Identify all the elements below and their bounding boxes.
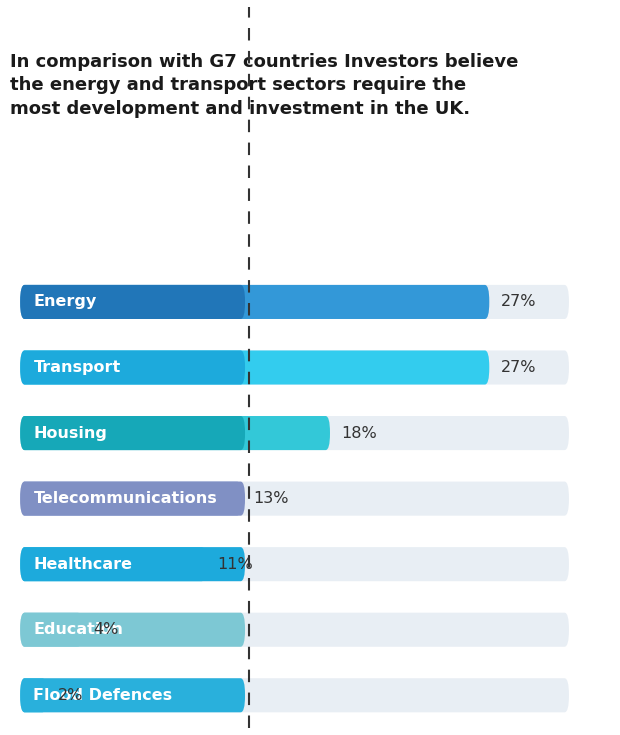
- Text: 27%: 27%: [501, 360, 536, 375]
- Text: Housing: Housing: [33, 426, 107, 440]
- FancyBboxPatch shape: [20, 481, 569, 516]
- FancyBboxPatch shape: [20, 481, 241, 516]
- FancyBboxPatch shape: [20, 285, 569, 319]
- FancyBboxPatch shape: [20, 613, 569, 647]
- Text: In comparison with G7 countries Investors believe
the energy and transport secto: In comparison with G7 countries Investor…: [11, 53, 519, 118]
- Text: Energy: Energy: [33, 295, 97, 309]
- FancyBboxPatch shape: [20, 481, 245, 516]
- FancyBboxPatch shape: [20, 613, 245, 647]
- FancyBboxPatch shape: [20, 678, 569, 712]
- FancyBboxPatch shape: [20, 678, 245, 712]
- Text: 18%: 18%: [342, 426, 377, 440]
- Text: Education: Education: [33, 623, 123, 637]
- Text: Telecommunications: Telecommunications: [33, 491, 217, 506]
- FancyBboxPatch shape: [20, 285, 489, 319]
- FancyBboxPatch shape: [20, 351, 489, 384]
- FancyBboxPatch shape: [20, 351, 569, 384]
- FancyBboxPatch shape: [20, 285, 245, 319]
- FancyBboxPatch shape: [20, 547, 569, 581]
- Text: Flood Defences: Flood Defences: [33, 688, 172, 703]
- FancyBboxPatch shape: [20, 678, 46, 712]
- Text: 13%: 13%: [253, 491, 288, 506]
- FancyBboxPatch shape: [20, 416, 330, 450]
- Text: 27%: 27%: [501, 295, 536, 309]
- Text: 2%: 2%: [58, 688, 84, 703]
- Text: Healthcare: Healthcare: [33, 556, 133, 572]
- FancyBboxPatch shape: [20, 416, 245, 450]
- FancyBboxPatch shape: [20, 351, 245, 384]
- FancyBboxPatch shape: [20, 613, 82, 647]
- Text: 4%: 4%: [94, 623, 119, 637]
- FancyBboxPatch shape: [20, 547, 245, 581]
- FancyBboxPatch shape: [20, 547, 206, 581]
- FancyBboxPatch shape: [20, 416, 569, 450]
- Text: Transport: Transport: [33, 360, 121, 375]
- Text: 11%: 11%: [218, 556, 254, 572]
